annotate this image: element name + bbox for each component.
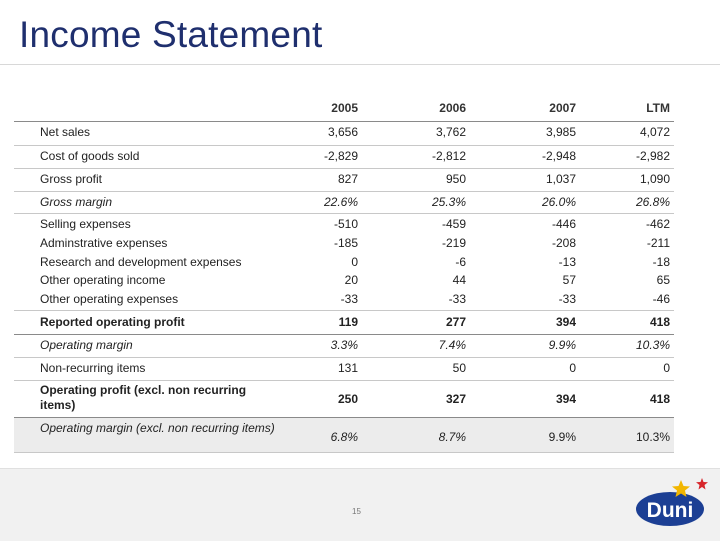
cell-value: -211 — [646, 236, 670, 250]
cell-value: 1,037 — [545, 172, 576, 186]
page-title: Income Statement — [19, 14, 323, 55]
cell-value: 7.4% — [438, 338, 466, 352]
cell-value: 9.9% — [548, 338, 576, 352]
row-divider — [14, 310, 674, 311]
cell-value: -33 — [340, 292, 358, 306]
cell-value: -46 — [652, 292, 670, 306]
cell-value: 0 — [351, 255, 358, 269]
cell-value: 394 — [555, 315, 576, 329]
cell-value: 26.8% — [635, 195, 670, 209]
duni-logo: Duni — [634, 478, 714, 533]
row-divider — [14, 213, 674, 214]
cell-value: -33 — [448, 292, 466, 306]
cell-value: 3,985 — [545, 125, 576, 139]
row-divider — [14, 357, 674, 358]
cell-value: 277 — [445, 315, 466, 329]
cell-value: 1,090 — [639, 172, 670, 186]
row-divider — [14, 417, 674, 418]
cell-value: 20 — [344, 273, 358, 287]
cell-value: 26.0% — [541, 195, 576, 209]
row-label: Cost of goods sold — [40, 149, 140, 163]
row-label: Other operating income — [40, 273, 166, 287]
column-header: 2005 — [331, 101, 358, 115]
column-header: 2006 — [439, 101, 466, 115]
cell-value: 22.6% — [323, 195, 358, 209]
cell-value: 827 — [337, 172, 358, 186]
cell-value: -2,948 — [541, 149, 576, 163]
table-bottom-rule — [14, 452, 674, 453]
row-divider — [14, 145, 674, 146]
cell-value: 327 — [445, 392, 466, 406]
cell-value: 3,762 — [435, 125, 466, 139]
cell-value: 418 — [649, 392, 670, 406]
table-row: Operating margin (excl. non recurring it… — [14, 421, 674, 453]
cell-value: -33 — [558, 292, 576, 306]
title-divider — [0, 64, 720, 65]
cell-value: -208 — [551, 236, 576, 250]
row-label: Research and development expenses — [40, 255, 242, 269]
header-divider — [14, 121, 674, 122]
cell-value: 0 — [663, 361, 670, 375]
logo-oval — [636, 492, 704, 526]
row-label: Net sales — [40, 125, 91, 139]
row-label: Operating profit (excl. non recurring it… — [40, 383, 247, 412]
cell-value: 0 — [569, 361, 576, 375]
cell-value: -462 — [645, 217, 670, 231]
cell-value: 418 — [649, 315, 670, 329]
cell-value: 131 — [337, 361, 358, 375]
row-divider — [14, 191, 674, 192]
cell-value: -185 — [333, 236, 358, 250]
row-divider — [14, 334, 674, 335]
row-label: Other operating expenses — [40, 292, 179, 306]
row-label: Gross margin — [40, 195, 113, 209]
cell-value: -13 — [558, 255, 576, 269]
cell-value: 3,656 — [327, 125, 358, 139]
cell-value: 65 — [656, 273, 670, 287]
row-label: Gross profit — [40, 172, 103, 186]
column-header: 2007 — [549, 101, 576, 115]
last-row-shading — [14, 418, 674, 452]
cell-value: 6.8% — [330, 430, 358, 444]
logo-star-icon — [696, 478, 708, 490]
cell-value: 10.3% — [635, 338, 670, 352]
column-header: LTM — [646, 101, 670, 115]
cell-value: -18 — [652, 255, 670, 269]
cell-value: 8.7% — [438, 430, 466, 444]
row-divider — [14, 168, 674, 169]
cell-value: -6 — [455, 255, 466, 269]
table-row: Operating profit (excl. non recurring it… — [14, 383, 674, 415]
cell-value: -510 — [333, 217, 358, 231]
row-label: Non-recurring items — [40, 361, 146, 375]
cell-value: 50 — [452, 361, 466, 375]
row-label: Reported operating profit — [40, 315, 185, 329]
cell-value: -2,982 — [635, 149, 670, 163]
row-label: Adminstrative expenses — [40, 236, 168, 250]
cell-value: -2,829 — [323, 149, 358, 163]
cell-value: 950 — [445, 172, 466, 186]
footer-band — [0, 468, 720, 541]
cell-value: 10.3% — [635, 430, 670, 444]
row-label: Operating margin (excl. non recurring it… — [40, 421, 275, 435]
cell-value: 3.3% — [330, 338, 358, 352]
cell-value: 9.9% — [548, 430, 576, 444]
cell-value: -446 — [551, 217, 576, 231]
cell-value: -219 — [441, 236, 466, 250]
cell-value: 44 — [452, 273, 466, 287]
cell-value: 119 — [338, 315, 358, 329]
cell-value: -2,812 — [431, 149, 466, 163]
cell-value: 25.3% — [431, 195, 466, 209]
row-label: Operating margin — [40, 338, 133, 352]
logo-wordmark: Duni — [647, 499, 694, 522]
cell-value: 4,072 — [639, 125, 670, 139]
logo-star-icon — [672, 480, 690, 497]
cell-value: -459 — [441, 217, 466, 231]
cell-value: 57 — [562, 273, 576, 287]
row-label: Selling expenses — [40, 217, 131, 231]
cell-value: 250 — [337, 392, 358, 406]
row-divider — [14, 380, 674, 381]
cell-value: 394 — [555, 392, 576, 406]
page-number: 15 — [352, 507, 361, 516]
